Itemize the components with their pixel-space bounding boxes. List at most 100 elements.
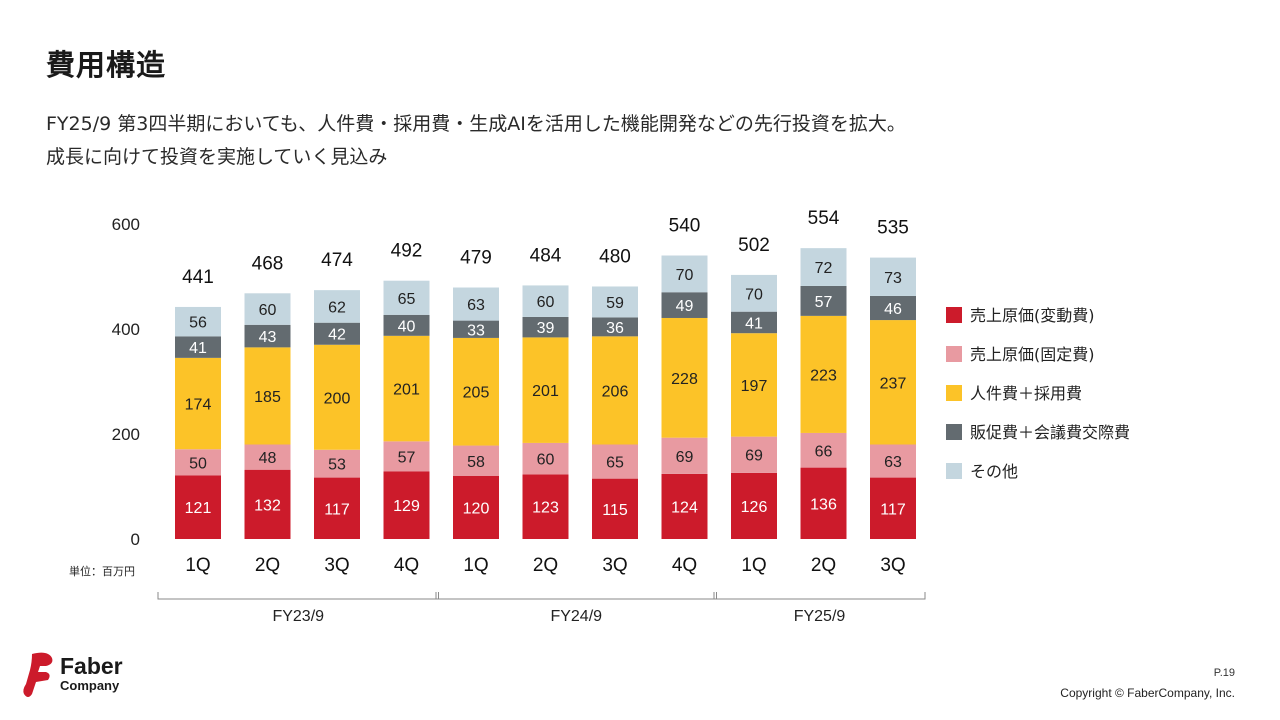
bar-segment (592, 336, 638, 445)
data-label: 63 (467, 297, 485, 314)
legend-label: 人件費＋採用費 (970, 384, 1082, 403)
x-tick-label: 4Q (672, 555, 697, 576)
data-label: 201 (393, 382, 420, 399)
data-label: 57 (398, 449, 416, 466)
group-bracket (435, 592, 717, 600)
data-label: 49 (676, 298, 694, 315)
total-label: 535 (877, 218, 909, 239)
data-label: 223 (810, 367, 837, 384)
x-tick-label: 2Q (533, 555, 558, 576)
data-label: 237 (880, 375, 907, 392)
data-label: 185 (254, 389, 281, 406)
data-label: 59 (606, 295, 624, 312)
data-label: 46 (884, 301, 902, 318)
data-label: 60 (537, 452, 555, 469)
group-label: FY24/9 (550, 608, 602, 625)
group-label: FY23/9 (272, 608, 324, 625)
bar-segment (800, 248, 847, 286)
data-label: 132 (254, 497, 281, 514)
total-label: 441 (182, 267, 214, 288)
subtitle-line-2: 成長に向けて投資を実施していく見込み (46, 146, 388, 168)
legend-swatch (946, 463, 962, 479)
data-label: 60 (537, 294, 555, 311)
bar-segment (731, 274, 777, 312)
bar-segment (592, 286, 638, 318)
bar-segment (592, 317, 638, 337)
faber-company-logo-icon (23, 652, 53, 697)
page-title: 費用構造 (46, 48, 167, 82)
bar-segment (383, 314, 430, 336)
bar-segment (453, 337, 499, 446)
total-label: 540 (669, 216, 701, 237)
y-tick-label: 400 (112, 320, 140, 339)
x-tick-label: 3Q (602, 555, 627, 576)
bar-segment (800, 432, 847, 468)
data-label: 69 (676, 449, 694, 466)
bar-segment (244, 469, 291, 539)
bar-segment (314, 344, 360, 450)
x-tick-label: 4Q (394, 555, 419, 576)
unit-label: 単位：百万円 (69, 564, 135, 578)
x-tick-label: 2Q (811, 555, 836, 576)
bar-segment (522, 316, 569, 338)
y-tick-label: 600 (112, 215, 140, 234)
x-tick-label: 3Q (880, 555, 905, 576)
bar-segment (661, 437, 708, 474)
page-number: P.19 (1213, 667, 1235, 679)
bar-segment (383, 335, 430, 442)
data-label: 43 (259, 329, 277, 346)
bar-segment (731, 472, 777, 539)
data-label: 42 (328, 327, 346, 344)
data-label: 121 (185, 500, 212, 517)
legend-swatch (946, 424, 962, 440)
bar-segment (175, 306, 221, 337)
x-tick-label: 1Q (463, 555, 488, 576)
subtitle-line-1: FY25/9 第3四半期においても、人件費・採用費・生成AIを活用した機能開発な… (46, 113, 906, 135)
data-label: 56 (189, 315, 207, 332)
bar-segment (522, 285, 569, 317)
x-tick-label: 1Q (741, 555, 766, 576)
data-label: 126 (741, 499, 768, 516)
data-label: 117 (880, 501, 906, 518)
data-label: 40 (398, 318, 416, 335)
bar-segment (383, 471, 430, 539)
data-label: 123 (532, 500, 559, 517)
x-tick-label: 3Q (324, 555, 349, 576)
total-label: 480 (599, 246, 631, 267)
data-label: 129 (393, 498, 420, 515)
bar-segment (314, 449, 360, 478)
legend-swatch (946, 307, 962, 323)
bar-segment (244, 324, 291, 348)
bar-segment (314, 322, 360, 345)
bar-segment (870, 320, 916, 445)
data-label: 201 (532, 383, 559, 400)
group-bracket (157, 592, 439, 600)
data-label: 39 (537, 320, 555, 337)
bar-segment (175, 357, 221, 450)
data-label: 124 (671, 499, 698, 516)
data-label: 41 (189, 340, 207, 357)
bar-segment (731, 311, 777, 334)
bar-segment (522, 337, 569, 443)
total-label: 468 (252, 253, 284, 274)
total-label: 474 (321, 250, 353, 271)
data-label: 200 (324, 390, 351, 407)
data-label: 174 (185, 397, 212, 414)
data-label: 50 (189, 455, 207, 472)
group-label: FY25/9 (794, 608, 846, 625)
y-tick-label: 0 (131, 530, 140, 549)
data-label: 58 (467, 454, 485, 471)
legend-label: その他 (970, 462, 1018, 481)
data-label: 115 (602, 502, 628, 519)
data-label: 228 (671, 371, 698, 388)
bar-segment (383, 280, 430, 315)
data-label: 66 (815, 443, 833, 460)
bar-segment (175, 449, 221, 476)
data-label: 120 (463, 501, 490, 518)
bar-segment (383, 441, 430, 472)
bar-segment (453, 287, 499, 321)
data-label: 136 (810, 496, 837, 513)
data-label: 57 (815, 294, 833, 311)
bar-segment (314, 290, 360, 323)
